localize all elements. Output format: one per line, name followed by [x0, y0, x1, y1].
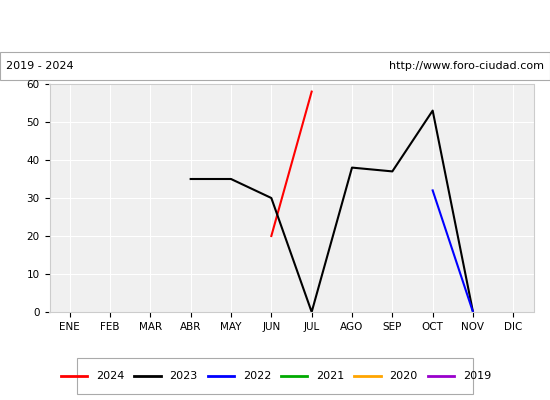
Text: 2020: 2020 — [389, 371, 417, 381]
Text: 2019: 2019 — [463, 371, 491, 381]
Text: Evolucion Nº Turistas Extranjeros en el municipio de Lomoviejo: Evolucion Nº Turistas Extranjeros en el … — [65, 17, 485, 30]
Text: 2022: 2022 — [243, 371, 271, 381]
Text: 2021: 2021 — [316, 371, 344, 381]
Text: 2019 - 2024: 2019 - 2024 — [6, 61, 73, 71]
Text: http://www.foro-ciudad.com: http://www.foro-ciudad.com — [389, 61, 544, 71]
Text: 2024: 2024 — [96, 371, 124, 381]
Text: 2023: 2023 — [169, 371, 197, 381]
